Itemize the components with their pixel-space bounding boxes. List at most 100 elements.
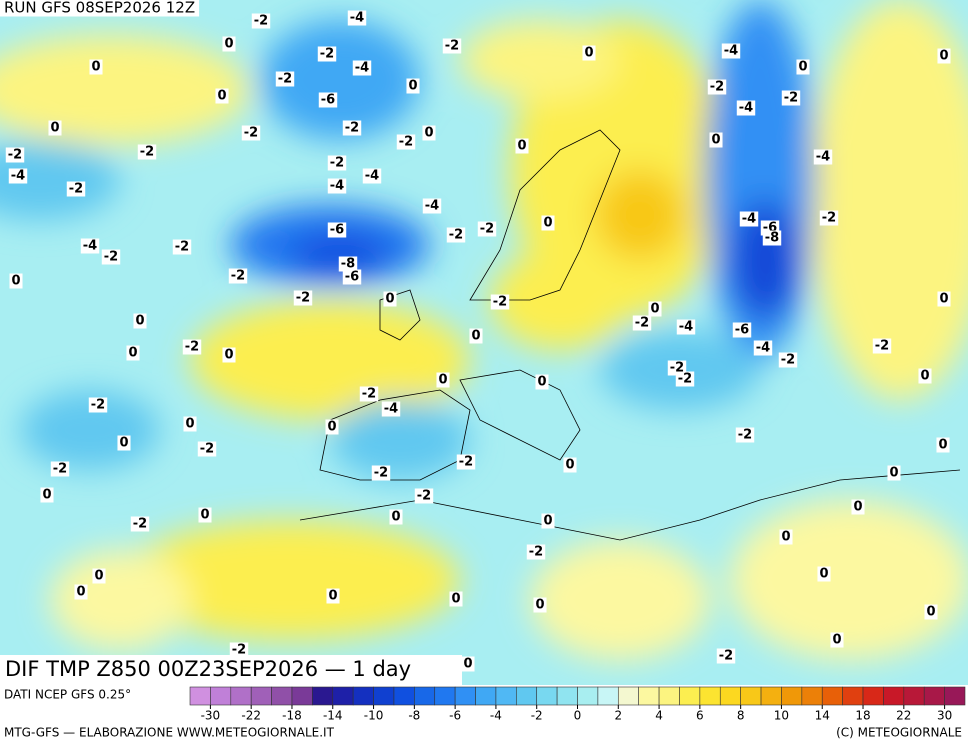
contour-label: 0 xyxy=(76,585,85,600)
colorbar-tick-label: -6 xyxy=(449,709,461,723)
contour-label-box xyxy=(422,125,436,141)
contour-label-box xyxy=(526,544,546,560)
contour-label-box xyxy=(215,88,229,104)
colorbar-swatch xyxy=(617,686,639,706)
colorbar-swatch xyxy=(393,686,415,706)
contour-label: -4 xyxy=(330,179,344,194)
contour-label: -2 xyxy=(875,339,889,354)
contour-label: -4 xyxy=(425,199,439,214)
contour-label-box xyxy=(456,454,476,470)
contour-label-box xyxy=(130,516,150,532)
contour-label: -2 xyxy=(320,47,334,62)
colorbar-swatch xyxy=(740,686,762,706)
contour-label: -6 xyxy=(330,223,344,238)
contour-label-box xyxy=(469,328,483,344)
colorbar-swatch xyxy=(495,686,517,706)
contour-label: -2 xyxy=(449,228,463,243)
contour-label: 0 xyxy=(517,139,526,154)
colorbar-swatch xyxy=(230,686,252,706)
contour-label: 0 xyxy=(135,314,144,329)
colorbar-swatch xyxy=(454,686,476,706)
contour-label-box xyxy=(739,211,759,227)
contour-label: 0 xyxy=(11,274,20,289)
contour-label: -2 xyxy=(417,489,431,504)
contour-label-box xyxy=(362,168,382,184)
colorbar-tick-label: 4 xyxy=(655,709,663,723)
contour-label-box xyxy=(222,36,236,52)
contour-label: 0 xyxy=(939,49,948,64)
contour-label: 0 xyxy=(650,302,659,317)
contour-label: 0 xyxy=(185,417,194,432)
contour-label-box xyxy=(327,155,347,171)
contour-label: -2 xyxy=(678,372,692,387)
contour-label-box xyxy=(446,227,466,243)
contour-label-box xyxy=(275,71,295,87)
contour-label-box xyxy=(5,147,25,163)
contour-label: 0 xyxy=(224,348,233,363)
contour-label: -2 xyxy=(133,517,147,532)
colorbar-tick-label: 18 xyxy=(855,709,870,723)
contour-label-box xyxy=(675,371,695,387)
contour-label: 0 xyxy=(920,369,929,384)
contour-label-box xyxy=(342,269,362,285)
contour-label: -2 xyxy=(480,222,494,237)
title-box xyxy=(0,655,462,685)
contour-label: -2 xyxy=(345,121,359,136)
colorbar-swatch xyxy=(719,686,741,706)
contour-label-box xyxy=(632,315,652,331)
contour-label-box xyxy=(48,120,62,136)
contour-label: 0 xyxy=(853,500,862,515)
contour-label: -2 xyxy=(710,80,724,95)
contour-label: 0 xyxy=(819,567,828,582)
contour-label-box xyxy=(753,340,773,356)
colorbar-swatch xyxy=(556,686,578,706)
contour-label: -6 xyxy=(345,270,359,285)
colorbar-swatch xyxy=(679,686,701,706)
contour-label: -2 xyxy=(635,316,649,331)
contour-label: 0 xyxy=(463,657,472,672)
contour-label-box xyxy=(813,149,833,165)
colorbar-swatch xyxy=(271,686,293,706)
contour-label-box xyxy=(317,46,337,62)
contour-label-box xyxy=(937,291,951,307)
contour-label: 0 xyxy=(408,79,417,94)
contour-label-box xyxy=(325,419,339,435)
contour-label-box xyxy=(9,273,23,289)
contour-label-box xyxy=(222,347,236,363)
contour-label-box xyxy=(342,120,362,136)
colorbar-swatch xyxy=(373,686,395,706)
contour-label: -2 xyxy=(781,353,795,368)
contour-label-box xyxy=(117,435,131,451)
colorbar-tick-label: 10 xyxy=(774,709,789,723)
contour-label: -4 xyxy=(679,320,693,335)
contour-label: -2 xyxy=(140,145,154,160)
contour-label-box xyxy=(535,374,549,390)
colorbar-swatch xyxy=(821,686,843,706)
colorbar-tick-label: -22 xyxy=(241,709,261,723)
contour-label-box xyxy=(352,60,372,76)
contour-label-box xyxy=(851,499,865,515)
contour-label-box xyxy=(817,566,831,582)
contour-label: 0 xyxy=(224,37,233,52)
colorbar-swatch xyxy=(332,686,354,706)
contour-label-box xyxy=(442,38,462,54)
contour-label-box xyxy=(449,591,463,607)
colorbar-tick-label: -14 xyxy=(323,709,343,723)
colorbar-swatch xyxy=(923,686,945,706)
contour-label: -2 xyxy=(445,39,459,54)
contour-label: 0 xyxy=(424,126,433,141)
contour-label-box xyxy=(133,313,147,329)
contour-label: -2 xyxy=(822,211,836,226)
contour-label-box xyxy=(648,301,662,317)
contour-label: -2 xyxy=(244,126,258,141)
contour-label-box xyxy=(371,465,391,481)
contour-label-box xyxy=(735,427,755,443)
contour-label-box xyxy=(172,239,192,255)
contour-label: -4 xyxy=(83,239,97,254)
contour-label-box xyxy=(74,584,88,600)
contour-label-box xyxy=(293,290,313,306)
contour-label-box xyxy=(490,294,510,310)
contour-label-box xyxy=(228,268,248,284)
colorbar-swatch xyxy=(842,686,864,706)
contour-label: -4 xyxy=(365,169,379,184)
